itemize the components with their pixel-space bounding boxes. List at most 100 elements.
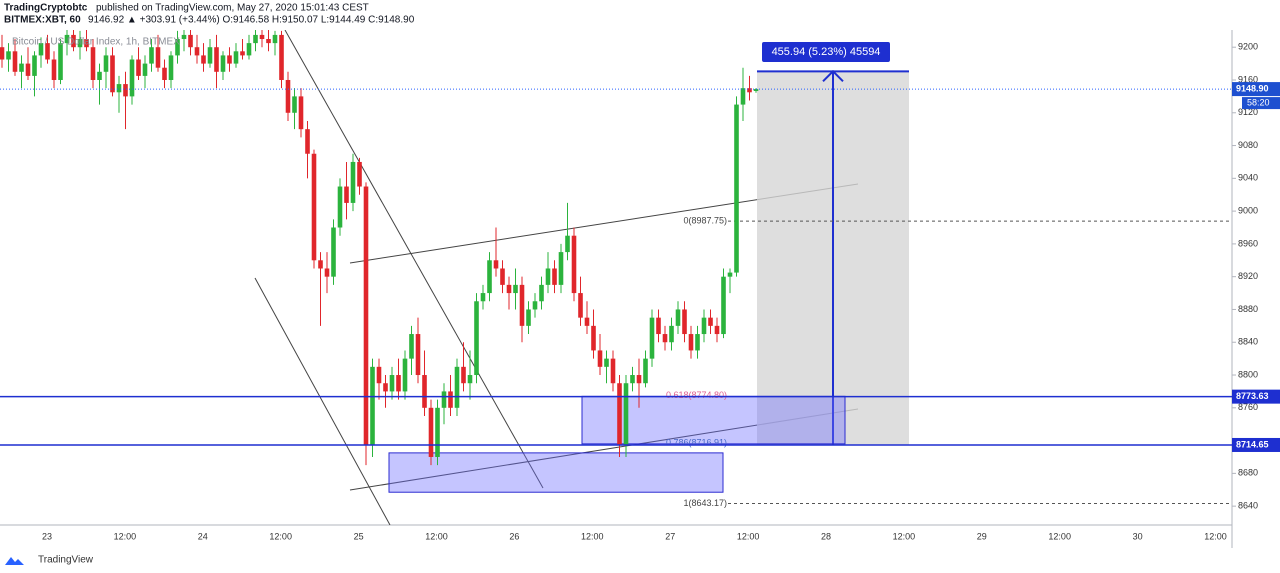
candle-body xyxy=(84,39,89,48)
candle-body xyxy=(480,293,486,302)
y-tick-label: 8960 xyxy=(1238,238,1258,248)
candle-body xyxy=(708,317,713,326)
y-tick-label: 9000 xyxy=(1238,205,1258,215)
x-tick-label: 12:00 xyxy=(737,531,760,541)
candle-body xyxy=(682,309,687,335)
candle-body xyxy=(630,375,635,384)
candle-body xyxy=(753,89,759,91)
candle-body xyxy=(272,34,278,44)
candle-body xyxy=(246,43,252,56)
plot-area xyxy=(0,30,1232,505)
candle-body xyxy=(656,317,661,335)
candle-body xyxy=(19,63,24,72)
brand-logo xyxy=(5,557,24,565)
x-tick-label: 12:00 xyxy=(269,531,292,541)
trend-line xyxy=(254,277,391,525)
candle-body xyxy=(701,317,707,335)
candle-body xyxy=(409,334,414,359)
candle-body xyxy=(578,293,583,318)
y-tick-label: 9120 xyxy=(1238,107,1258,117)
chart xyxy=(0,30,1233,548)
y-tick-label: 9160 xyxy=(1238,74,1258,84)
candle-body xyxy=(428,407,434,457)
candle-body xyxy=(279,34,284,80)
last-price-box xyxy=(1232,82,1280,97)
x-tick-label: 12:00 xyxy=(1204,531,1227,541)
fib-label: 1(8643.17) xyxy=(683,498,727,508)
candle-body xyxy=(571,235,577,294)
candle-body xyxy=(6,51,11,60)
y-tick-label: 8760 xyxy=(1238,402,1258,412)
candle-body xyxy=(64,34,70,44)
candle-body xyxy=(240,51,245,56)
zone xyxy=(388,452,724,493)
candle-body xyxy=(168,55,174,80)
y-tick-label: 8680 xyxy=(1238,468,1258,478)
y-tick-label: 9080 xyxy=(1238,140,1258,150)
candle-body xyxy=(149,47,154,64)
y-tick-label: 8880 xyxy=(1238,304,1258,314)
x-tick-label: 28 xyxy=(821,531,831,541)
candle-body xyxy=(740,88,746,105)
candle-body xyxy=(617,383,622,445)
candle-body xyxy=(402,358,408,392)
candle-body xyxy=(532,301,538,310)
x-tick-label: 12:00 xyxy=(114,531,137,541)
candle-body xyxy=(110,55,115,93)
candle-body xyxy=(129,59,135,97)
candle-body xyxy=(175,39,180,56)
candle-body xyxy=(220,55,226,72)
level-label-box xyxy=(1232,437,1280,452)
arrow-head xyxy=(822,69,844,83)
candle-body xyxy=(513,284,518,294)
candle-body xyxy=(38,43,44,56)
candle-body xyxy=(519,284,525,326)
candle-body xyxy=(662,334,668,343)
candle-body xyxy=(552,268,557,285)
candle-body xyxy=(422,375,427,408)
candle-body xyxy=(194,47,200,56)
candle-body xyxy=(415,334,421,376)
candle-body xyxy=(597,350,603,367)
x-tick-label: 25 xyxy=(354,531,364,541)
fib-label: 0(8987.75) xyxy=(683,216,727,226)
x-tick-label: 12:00 xyxy=(1048,531,1071,541)
legend: Bitcoin / US Dollar Index, 1h, BITMEX xyxy=(12,37,180,48)
candle-body xyxy=(493,260,499,269)
y-tick-label: 9200 xyxy=(1238,42,1258,52)
candle-body xyxy=(201,55,206,64)
candle-body xyxy=(181,34,187,40)
candle-body xyxy=(136,59,141,76)
candle-body xyxy=(688,334,694,351)
candle-body xyxy=(539,284,544,302)
trend-line xyxy=(284,30,544,489)
candle-body xyxy=(545,268,551,285)
candle-body xyxy=(77,39,83,48)
candle-body xyxy=(467,375,473,384)
candle-body xyxy=(305,129,310,154)
y-tick-label: 8800 xyxy=(1238,369,1258,379)
candle-body xyxy=(500,268,505,285)
candle-body xyxy=(350,161,356,203)
x-tick-label: 26 xyxy=(509,531,519,541)
candle-body xyxy=(448,391,453,408)
candle-body xyxy=(324,268,330,277)
x-tick-label: 12:00 xyxy=(581,531,604,541)
candle-body xyxy=(51,59,57,80)
last-price-label: 9148.90 xyxy=(1236,83,1269,93)
published: published on TradingView.com, May 27, 20… xyxy=(96,3,369,14)
x-tick-label: 30 xyxy=(1133,531,1143,541)
candle-body xyxy=(318,260,323,269)
candle-body xyxy=(227,55,232,64)
candle-body xyxy=(233,51,239,64)
y-tick-label: 8840 xyxy=(1238,337,1258,347)
candle-body xyxy=(337,186,343,228)
candle-body xyxy=(461,366,466,384)
countdown-box xyxy=(1242,97,1280,110)
candle-body xyxy=(610,358,616,384)
measure-label-box xyxy=(762,42,890,62)
candle-body xyxy=(266,39,271,44)
candle-body xyxy=(259,34,265,40)
